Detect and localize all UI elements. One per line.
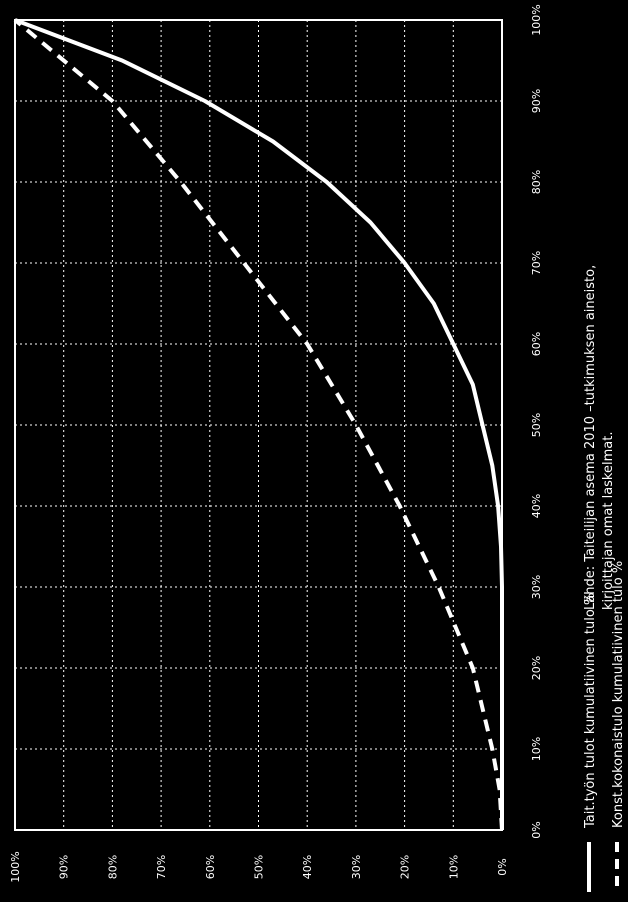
y-tick-label: 0% xyxy=(496,858,509,875)
y-tick-labels: 0% 10% 20% 30% 40% 50% 60% 70% 80% 90% 100% xyxy=(9,851,509,882)
y-tick-label: 40% xyxy=(301,855,314,879)
y-tick-label: 100% xyxy=(9,851,22,882)
y-tick-label: 10% xyxy=(447,855,460,879)
legend-label-dashed: Konst.kokonaistulo kumulatiivinen tulo % xyxy=(611,561,626,828)
x-tick-label: 40% xyxy=(530,494,543,518)
y-tick-label: 90% xyxy=(58,855,71,879)
y-tick-label: 80% xyxy=(106,855,119,879)
x-tick-label: 10% xyxy=(530,737,543,761)
x-tick-label: 20% xyxy=(530,656,543,680)
y-tick-label: 70% xyxy=(155,855,168,879)
x-tick-label: 30% xyxy=(530,575,543,599)
legend-label-solid: Tait.työn tulot kumulatiivinen tulo % xyxy=(583,593,598,829)
y-tick-label: 50% xyxy=(253,855,266,879)
series-line-solid xyxy=(14,18,504,830)
source-line-2: kirjoittajan omat laskelmat. xyxy=(601,432,616,610)
x-tick-label: 90% xyxy=(530,89,543,113)
y-tick-label: 60% xyxy=(204,855,217,879)
x-tick-label: 0% xyxy=(530,821,543,838)
source-line-1: Lähde: Taiteilijan asema 2010 –tutkimuks… xyxy=(583,265,598,610)
x-tick-label: 100% xyxy=(530,4,543,35)
x-tick-label: 80% xyxy=(530,170,543,194)
x-tick-labels: 0% 10% 20% 30% 40% 50% 60% 70% 80% 90% 100% xyxy=(530,4,543,838)
x-tick-label: 50% xyxy=(530,413,543,437)
x-tick-label: 70% xyxy=(530,251,543,275)
legend: Tait.työn tulot kumulatiivinen tulo % Ko… xyxy=(583,561,626,892)
y-tick-label: 20% xyxy=(399,855,412,879)
source-note: Lähde: Taiteilijan asema 2010 –tutkimuks… xyxy=(583,265,616,610)
series-line-dashed xyxy=(13,18,504,831)
y-tick-label: 30% xyxy=(350,855,363,879)
gridlines xyxy=(15,20,502,830)
x-tick-label: 60% xyxy=(530,332,543,356)
series-layer xyxy=(13,18,504,831)
